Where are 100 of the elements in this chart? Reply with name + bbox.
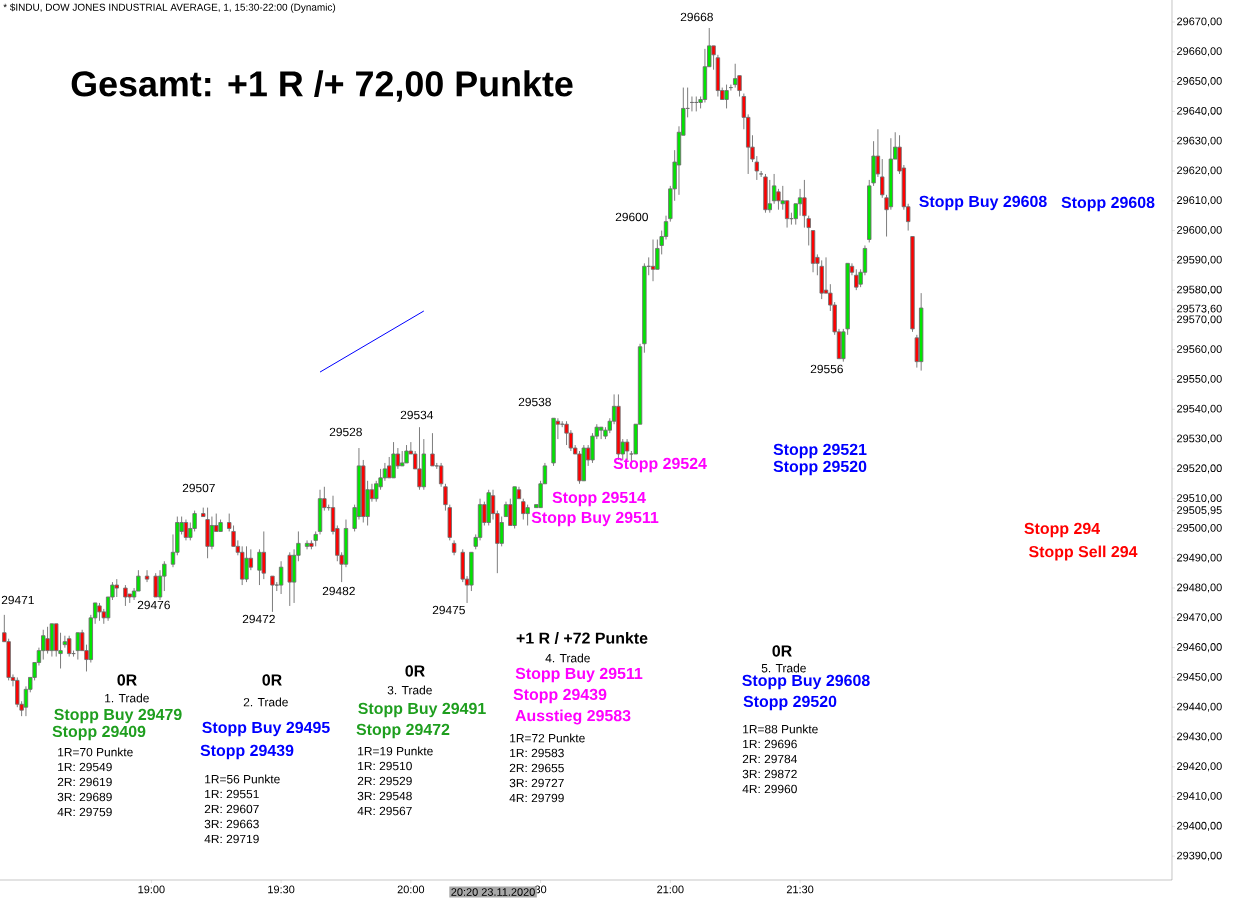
annotation: Stopp Buy 29495: [202, 721, 330, 737]
annotation: Stopp 29439: [200, 744, 294, 760]
annotation: 29538: [518, 397, 551, 407]
candlestick: [724, 84, 729, 109]
chart-title: * $INDU, DOW JONES INDUSTRIAL AVERAGE, 1, 15:30-22:00 (Dynamic): [3, 3, 336, 13]
annotation: 3R: 29727: [509, 778, 564, 788]
y-tick-label: 29420,00: [1177, 762, 1222, 772]
annotation: 3R: 29689: [57, 792, 112, 802]
annotation: Stopp Buy 29491: [358, 702, 486, 718]
annotation: Stopp 294: [1024, 522, 1101, 538]
y-tick-label: 29500,00: [1177, 523, 1222, 533]
candlestick: [784, 200, 790, 229]
x-tick-label: 20:00: [397, 885, 425, 894]
x-tick-label: 19:00: [138, 885, 165, 894]
candlestick: [123, 584, 128, 607]
annotation: +1 R / +72 Punkte: [516, 632, 648, 644]
annotation: 1R: 29510: [358, 761, 412, 771]
annotation: 3R: 29663: [204, 819, 259, 829]
annotation: Stopp Buy 29479: [54, 708, 182, 724]
annotation: 29668: [680, 12, 713, 22]
annotation: 1R: 29551: [205, 789, 259, 799]
annotation: 1R=70 Punkte: [58, 747, 133, 757]
annotation: 2. Trade: [243, 697, 288, 707]
annotation: Stopp 29520: [743, 695, 837, 711]
annotation: 29471: [1, 595, 34, 605]
annotation: 4R: 29799: [509, 793, 564, 803]
annotation: 2R: 29784: [742, 754, 798, 764]
annotation: 1R: 29583: [510, 748, 564, 758]
candlestick: [45, 626, 50, 655]
annotation: Stopp 29608: [1061, 196, 1155, 212]
annotation: Stopp 29439: [513, 688, 607, 704]
y-tick-label: 29580,00: [1177, 285, 1222, 295]
annotation: Ausstieg 29583: [515, 709, 631, 725]
annotation: Stopp 29409: [52, 725, 146, 741]
text: Gesamt: +1 R /+ 72,00 Punkte: [71, 70, 573, 102]
candlestick: [854, 268, 859, 291]
annotation: 0R: [117, 674, 137, 686]
y-tick-label: 29470,00: [1177, 613, 1222, 623]
annotation: Stopp 29524: [613, 457, 707, 473]
y-tick-label: 29400,00: [1177, 821, 1222, 831]
x-tick-label: 21:30: [786, 885, 814, 894]
annotation: 29476: [137, 600, 170, 610]
candlestick: [144, 569, 150, 583]
annotation: 29556: [810, 364, 843, 374]
y-tick-label: 29480,00: [1177, 583, 1222, 593]
candlestick: [244, 545, 249, 583]
annotation: 2R: 29607: [204, 804, 259, 814]
y-tick-label: 29570,00: [1177, 315, 1222, 325]
y-tick-label: 29530,00: [1177, 434, 1222, 444]
annotation: 3. Trade: [387, 685, 432, 695]
y-tick-label: 29630,00: [1177, 136, 1222, 146]
annotation: 4. Trade: [545, 653, 590, 663]
candlestick: [776, 188, 781, 211]
y-tick-label: 29505,95: [1177, 506, 1222, 516]
y-tick-label: 29520,00: [1177, 464, 1222, 474]
annotation: 4R: 29960: [742, 784, 797, 794]
candlestick: [75, 632, 81, 660]
candlestick: [797, 188, 803, 217]
annotation: 3R: 29548: [357, 791, 412, 801]
annotation: Stopp Buy 29608: [742, 674, 870, 690]
annotation: 29482: [322, 586, 355, 596]
y-tick-label: 29440,00: [1177, 702, 1222, 712]
candlestick: [417, 426, 422, 491]
annotation: 1R=19 Punkte: [358, 746, 433, 756]
y-tick-label: 29560,00: [1177, 345, 1222, 355]
candlestick: [802, 179, 807, 229]
y-tick-label: 29640,00: [1177, 106, 1222, 116]
annotation: 1R=72 Punkte: [510, 733, 585, 743]
annotation: 1R: 29696: [743, 739, 797, 749]
y-tick-label: 29460,00: [1177, 643, 1222, 653]
y-tick-label: 29550,00: [1177, 375, 1222, 385]
annotation: Stopp 29514: [552, 491, 646, 507]
annotation: 0R: [405, 665, 425, 677]
annotation: Stopp Buy 29511: [515, 667, 643, 683]
y-tick-label: 29540,00: [1177, 404, 1222, 414]
annotation: 29600: [615, 212, 648, 222]
y-tick-label: 29610,00: [1177, 196, 1222, 206]
annotation: Stopp Buy 29511: [531, 511, 659, 527]
annotation: 29528: [329, 427, 362, 437]
y-tick-label: 29410,00: [1177, 792, 1222, 802]
candlestick: [270, 575, 275, 613]
y-tick-label: 29490,00: [1177, 553, 1222, 563]
annotation: Stopp 29472: [356, 723, 450, 739]
annotation: 1. Trade: [105, 693, 149, 703]
annotation: 29534: [400, 410, 434, 420]
x-tick-label: 21:00: [657, 885, 684, 894]
annotation: 2R: 29655: [509, 763, 564, 773]
candlestick: [257, 548, 262, 586]
annotation: Stopp Buy 29608: [919, 195, 1047, 211]
annotation: 29475: [432, 605, 465, 615]
annotation: 0R: [262, 674, 282, 686]
candlestick: [733, 63, 738, 89]
y-tick-label: 29670,00: [1177, 17, 1222, 27]
y-tick-label: 29600,00: [1177, 226, 1222, 236]
y-tick-label: 29450,00: [1177, 672, 1222, 682]
candlestick: [153, 572, 158, 598]
annotation: Stopp 29520: [773, 460, 867, 476]
annotation: 4R: 29759: [57, 807, 112, 817]
y-tick-label: 29660,00: [1177, 47, 1222, 57]
candlestick: [387, 456, 392, 479]
